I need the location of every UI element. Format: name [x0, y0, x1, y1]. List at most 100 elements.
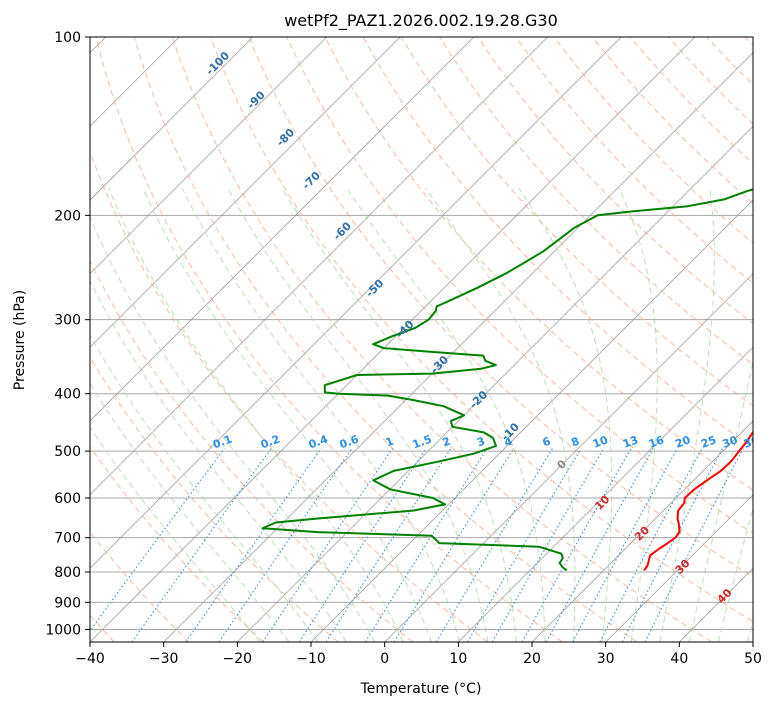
moist-adiabat-line [425, 187, 576, 642]
moist-adiabat-line [90, 382, 290, 642]
isotherm-line [90, 37, 401, 348]
mixing-ratio-label: 1 [384, 435, 396, 450]
y-tick-label: 700 [54, 531, 81, 547]
moist-adiabat-line [717, 506, 753, 642]
y-axis-ticks: 100 200 300 400 500 600 700 800 900 1000 [45, 30, 90, 638]
isotherm-line [90, 37, 622, 569]
x-tick-label: 20 [523, 651, 541, 667]
isobar-gridlines [90, 37, 753, 630]
x-tick-label: −30 [149, 651, 179, 667]
y-tick-label: 100 [54, 30, 81, 46]
isotherm-line [605, 494, 753, 642]
mixing-ratio-label: 10 [591, 433, 610, 451]
y-tick-label: 600 [54, 491, 81, 507]
mixing-ratio-line [644, 448, 744, 642]
moist-adiabat-line [688, 358, 753, 642]
isotherm-line [90, 37, 327, 275]
x-tick-label: 10 [449, 651, 467, 667]
x-tick-label: 0 [380, 651, 389, 667]
y-tick-label: 500 [54, 444, 81, 460]
mixing-ratio-line [599, 448, 703, 642]
isotherm-lines [90, 37, 753, 642]
moist-adiabat-line [90, 426, 261, 642]
isotherm-line [90, 37, 696, 642]
moist-adiabat-line [90, 215, 376, 642]
mixing-ratio-line [572, 448, 678, 642]
mixing-ratio-line [185, 448, 322, 642]
mixing-ratio-label: 6 [541, 434, 553, 449]
isotherm-line [384, 273, 753, 642]
y-tick-label: 400 [54, 387, 81, 403]
isotherm-line [90, 37, 475, 422]
mixing-ratio-label: 30 [721, 433, 740, 451]
x-tick-label: −40 [75, 651, 105, 667]
mixing-ratio-line [364, 448, 488, 642]
plot-area: -100-90-80-70-60-50-40-30-20-10010203040… [90, 37, 761, 642]
x-tick-label: −10 [296, 651, 326, 667]
mixing-ratio-label: 8 [569, 435, 581, 450]
y-tick-label: 800 [54, 565, 81, 581]
plot-frame [89, 36, 754, 643]
mixing-ratio-label: 25 [699, 433, 718, 450]
y-axis-label: Pressure (hPa) [12, 290, 28, 390]
mixing-ratio-line [621, 448, 723, 642]
mixing-ratio-line [262, 448, 393, 642]
mixing-ratio-label: 0.4 [307, 433, 330, 452]
dry-adiabat-line [95, 37, 563, 642]
moist-adiabat-line [181, 187, 461, 642]
moist-adiabats [90, 187, 753, 642]
dry-adiabat-line [90, 356, 339, 642]
x-tick-label: 50 [744, 651, 762, 667]
isotherm-line [458, 346, 753, 642]
mixing-ratio-label: 3 [475, 435, 487, 450]
mixing-ratio-line [90, 448, 225, 632]
mixing-ratio-lines [90, 448, 744, 642]
mixing-ratio-line [218, 448, 353, 642]
mixing-ratio-label: 4 [502, 435, 514, 450]
mixing-ratio-label: 0.2 [259, 433, 282, 452]
dry-adiabat-line [248, 37, 753, 578]
mixing-ratio-label: 2 [441, 435, 453, 450]
temperature-profile-line [643, 430, 753, 571]
moist-adiabat-line [90, 334, 319, 642]
isotherm-line [531, 420, 753, 642]
isotherm-line [90, 37, 548, 496]
moist-adiabat-line [227, 187, 489, 642]
mixing-ratio-label: 0.1 [211, 433, 234, 452]
moist-adiabat-line [90, 279, 347, 642]
dry-adiabat-line [90, 445, 264, 642]
y-tick-label: 1000 [45, 622, 81, 638]
dry-adiabat-line [286, 37, 753, 534]
moist-adiabat-line [659, 188, 715, 642]
mixing-ratio-label: 36 [742, 433, 761, 451]
x-tick-label: 30 [597, 651, 615, 667]
mixing-ratio-label: 13 [621, 433, 640, 450]
mixing-ratio-line [467, 448, 582, 642]
mixing-ratio-label: 0.6 [338, 432, 361, 451]
dry-adiabat-line [515, 37, 753, 284]
moist-adiabat-line [142, 187, 432, 642]
isotherm-line [163, 52, 753, 642]
moist-adiabat-line [108, 188, 404, 642]
mixing-ratio-label: 1.5 [411, 433, 434, 452]
mixing-ratio-line [298, 448, 427, 642]
mixing-ratio-line [131, 448, 272, 642]
sounding-series [261, 188, 753, 572]
dry-adiabat-line [210, 37, 753, 623]
y-tick-label: 900 [54, 595, 81, 611]
chart-title: wetPf2_PAZ1.2026.002.19.28.G30 [284, 11, 558, 31]
isotherm-line [90, 37, 254, 201]
dewpoint-profile-line [261, 188, 753, 572]
dry-adiabat-line [324, 37, 753, 491]
x-tick-label: 40 [670, 651, 688, 667]
dry-adiabat-line [90, 259, 414, 642]
dry-adiabats [90, 37, 753, 642]
mixing-ratio-line [325, 448, 452, 642]
y-tick-label: 300 [54, 313, 81, 329]
x-axis-ticks: −40 −30 −20 −10 0 10 20 30 40 50 [75, 642, 762, 667]
x-axis-label: Temperature (°C) [360, 681, 482, 697]
mixing-ratio-line [491, 448, 605, 642]
x-tick-label: −20 [223, 651, 253, 667]
